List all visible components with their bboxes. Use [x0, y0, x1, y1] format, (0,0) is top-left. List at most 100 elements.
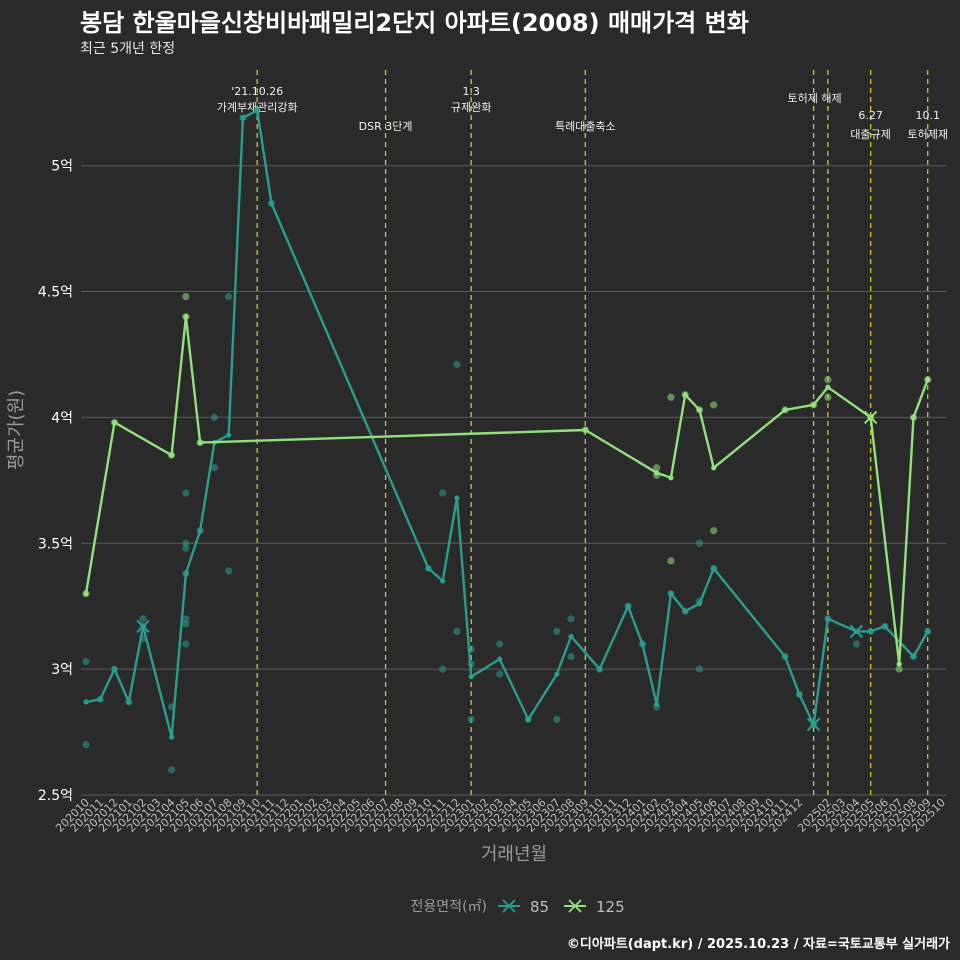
line-vertex-85	[97, 696, 103, 702]
line-vertex-85	[625, 603, 631, 609]
data-point-85	[182, 489, 190, 497]
line-vertex-85	[568, 633, 574, 640]
data-point-85	[553, 627, 561, 635]
line-vertex-125	[582, 427, 588, 433]
data-point-85	[467, 715, 475, 724]
x-marker-125	[863, 410, 878, 425]
data-point-85	[182, 615, 190, 623]
event-label: 6.27	[858, 109, 883, 122]
legend-marker-125	[568, 899, 582, 913]
legend-label-125: 125	[596, 898, 625, 916]
line-vertex-85	[425, 565, 431, 572]
line-vertex-85	[268, 200, 275, 207]
data-point-85	[82, 657, 90, 666]
line-vertex-85	[682, 608, 688, 614]
line-vertex-85	[825, 616, 831, 622]
line-vertex-85	[696, 601, 703, 607]
y-tick-label: 3.5억	[38, 536, 73, 552]
line-vertex-125	[83, 591, 89, 597]
data-point-85	[182, 544, 190, 552]
data-point-85	[210, 464, 218, 472]
line-vertex-125	[711, 465, 717, 471]
data-point-125	[667, 557, 675, 565]
data-point-85	[496, 670, 504, 678]
data-point-85	[182, 640, 190, 648]
line-vertex-85	[183, 570, 189, 577]
line-vertex-85	[796, 691, 802, 697]
y-tick-label: 2.5억	[38, 788, 73, 804]
line-vertex-125	[668, 475, 674, 481]
line-vertex-125	[183, 314, 189, 320]
event-label: 10.1	[915, 109, 940, 122]
data-point-85	[567, 652, 575, 661]
event-label: 특례대출축소	[555, 120, 616, 133]
series-line-85	[85, 109, 929, 739]
data-point-85	[168, 766, 176, 774]
y-tick-label: 4.5억	[38, 285, 73, 301]
event-label: 규제완화	[451, 101, 491, 114]
chart-subtitle: 최근 5개년 한정	[80, 41, 176, 57]
line-vertex-85	[597, 666, 603, 672]
line-vertex-125	[654, 470, 660, 476]
data-point-85	[82, 741, 90, 749]
data-point-85	[695, 665, 704, 673]
event-label: 토허제 해제	[788, 91, 842, 105]
data-point-125	[710, 401, 718, 409]
x-marker-85	[136, 619, 150, 634]
line-vertex-85	[240, 115, 246, 121]
data-point-85	[695, 539, 704, 547]
data-point-85	[182, 620, 190, 628]
data-point-125	[895, 665, 903, 673]
data-point-85	[439, 665, 447, 673]
data-point-85	[453, 627, 461, 635]
y-tick-label: 5억	[51, 159, 73, 175]
line-vertex-125	[925, 377, 931, 383]
data-point-85	[567, 615, 575, 623]
data-point-125	[710, 527, 718, 535]
line-vertex-85	[882, 623, 888, 629]
source-caption: ©디아파트(dapt.kr) / 2025.10.23 / 자료=국토교통부 실…	[566, 937, 950, 952]
event-label: '21.10.26	[231, 85, 283, 98]
chart-title: 봉담 한울마을신창비바패밀리2단지 아파트(2008) 매매가격 변화	[80, 9, 749, 37]
series-line-125	[84, 315, 929, 666]
data-point-85	[225, 567, 233, 575]
line-vertex-125	[825, 384, 831, 390]
data-point-85	[453, 360, 461, 369]
line-vertex-125	[782, 407, 788, 413]
y-axis-title: 평균가(원)	[6, 390, 27, 470]
data-point-125	[182, 292, 190, 301]
line-vertex-125	[696, 407, 703, 413]
y-tick-label: 4억	[51, 410, 73, 426]
line-vertex-85	[197, 528, 203, 534]
legend-label-85: 85	[530, 898, 549, 916]
line-vertex-85	[639, 641, 646, 647]
x-marker-85	[806, 717, 821, 732]
data-point-125	[667, 393, 675, 401]
line-vertex-125	[682, 392, 688, 398]
data-point-85	[496, 640, 504, 648]
line-vertex-85	[169, 734, 175, 740]
line-vertex-85	[111, 666, 118, 672]
data-point-85	[852, 640, 861, 648]
line-vertex-85	[554, 671, 560, 677]
event-label: 대출규제	[850, 128, 890, 141]
event-label: 1.3	[462, 85, 480, 98]
legend-title: 전용면적(㎡)	[411, 899, 487, 915]
line-vertex-85	[525, 716, 531, 723]
event-label: DSR 3단계	[359, 120, 413, 133]
line-vertex-85	[468, 674, 474, 680]
event-label: 토허제재	[907, 128, 947, 141]
line-vertex-85	[711, 565, 717, 572]
line-vertex-85	[226, 432, 232, 438]
data-point-85	[182, 539, 190, 547]
line-vertex-125	[811, 402, 817, 408]
line-vertex-85	[782, 653, 788, 660]
line-vertex-85	[83, 699, 89, 705]
line-vertex-85	[440, 578, 446, 584]
data-point-85	[139, 615, 147, 623]
line-vertex-85	[668, 591, 674, 597]
line-vertex-85	[654, 701, 660, 707]
data-point-85	[210, 413, 218, 422]
line-vertex-85	[497, 656, 503, 662]
